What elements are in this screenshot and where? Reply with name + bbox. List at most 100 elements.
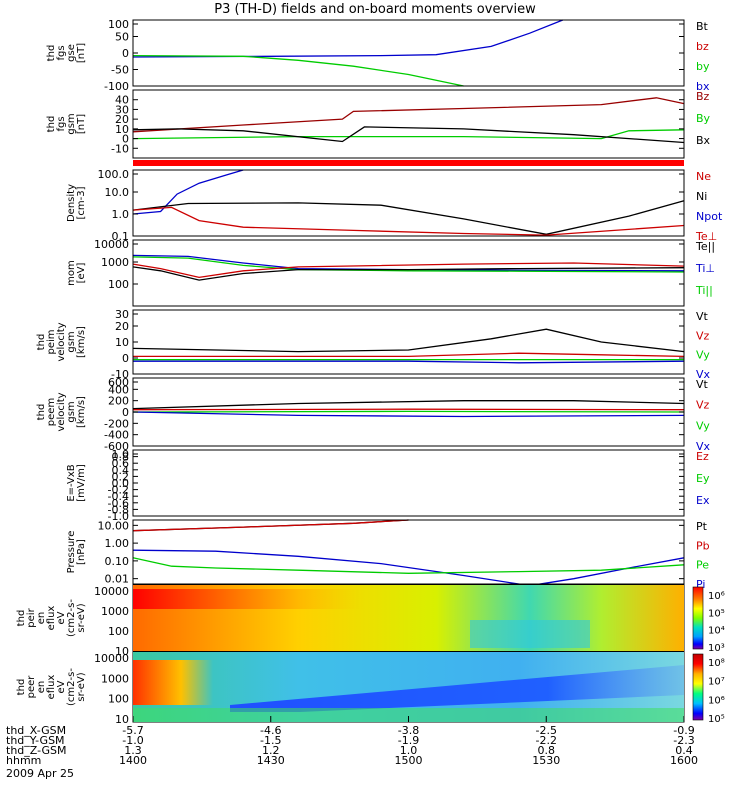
x-row-label: thd_Y-GSM <box>6 734 65 747</box>
y-axis-label-line: eV <box>56 611 67 624</box>
y-axis-label-line: eflux <box>46 675 57 700</box>
colorbar-tick-label: 10⁸ <box>708 658 725 669</box>
x-row-value: 1600 <box>670 754 698 767</box>
legend-bz: bz <box>696 40 709 53</box>
colorbar-tick-label: 10⁵ <box>708 608 725 619</box>
y-axis-label-line: Pressure <box>66 531 77 574</box>
y-tick-label: -100 <box>104 80 129 93</box>
colorbar-ions <box>692 586 704 650</box>
y-axis-label-line: E=-VxB <box>66 464 77 501</box>
y-tick-label: 0.8 <box>112 451 130 464</box>
y-tick-label: 0 <box>122 352 129 365</box>
y-tick-label: 0.2 <box>112 470 130 483</box>
legend-Ti||: Ti|| <box>695 284 713 297</box>
y-axis-label-line: [km/s] <box>76 326 87 358</box>
series-line-Vt <box>132 328 685 353</box>
series-line-Ni <box>132 200 685 235</box>
panel-4: 10000 1000 100 mom [eV] Te|| Ti⊥ Ti|| <box>66 238 715 307</box>
x-row-value: -1.0 <box>122 734 143 747</box>
panel-plot-area <box>133 310 684 374</box>
y-tick-label: 0 <box>122 406 129 419</box>
y-axis-label-line: gsm <box>66 401 77 422</box>
legend-Vt: Vt <box>696 310 709 323</box>
y-tick-label: 10 <box>115 123 129 136</box>
y-axis-label-line: velocity <box>56 392 67 431</box>
y-tick-label: 10000 <box>94 652 129 665</box>
x-row-value: -2.2 <box>536 734 557 747</box>
y-axis-label-line: gsm <box>66 331 77 352</box>
y-tick-label: 30 <box>115 103 129 116</box>
y-tick-label: 400 <box>108 383 129 396</box>
series-line-Npot <box>132 169 244 215</box>
y-tick-label: -10 <box>111 142 129 155</box>
y-tick-label: -200 <box>104 417 129 430</box>
y-tick-label: 20 <box>115 320 129 333</box>
y-axis-label-line: gse <box>66 44 77 62</box>
y-tick-label: 0.10 <box>105 555 130 568</box>
x-row-label: thd_Z-GSM <box>6 744 66 757</box>
y-tick-label: -0.8 <box>108 503 129 516</box>
ion-spectrogram-hot-region <box>133 589 363 609</box>
y-tick-label: 600 <box>108 376 129 389</box>
y-tick-label: 100 <box>108 18 129 31</box>
y-tick-label: 1.0 <box>112 448 130 461</box>
panel-plot-area <box>133 90 684 158</box>
y-axis-label-line: velocity <box>56 322 67 361</box>
series-line-Te|| <box>132 266 685 281</box>
y-tick-label: 100.0 <box>98 168 130 181</box>
panel-plot-area <box>133 520 684 584</box>
x-row-value: 1.2 <box>262 744 280 757</box>
panel-plot-area <box>133 240 684 306</box>
legend-Vx: Vx <box>696 368 711 381</box>
y-tick-label: 10000 <box>94 238 129 251</box>
y-axis-label-line: [nPa] <box>76 539 87 565</box>
legend-Pb: Pb <box>696 539 710 552</box>
x-row-value: -0.9 <box>673 724 694 737</box>
series-line-Te⊥ <box>132 262 685 279</box>
y-axis-label-line: fgs <box>56 45 67 60</box>
y-axis-label-line: peir <box>26 607 37 627</box>
y-axis-label-line: thd <box>46 116 57 133</box>
y-tick-label: 10 <box>115 645 129 658</box>
panel-plot-area <box>133 20 684 86</box>
y-axis-label-line: [mV/m] <box>76 464 87 502</box>
series-line-Bx <box>132 126 685 144</box>
y-tick-label: 0.0 <box>112 477 130 490</box>
x-row-value: 0.8 <box>538 744 556 757</box>
x-row-value: 1500 <box>395 754 423 767</box>
y-axis-label-line: mom <box>66 260 77 286</box>
series-line-Vx <box>132 411 685 418</box>
x-row-value: -2.5 <box>536 724 557 737</box>
colorbar-tick-label: 10⁴ <box>708 626 725 637</box>
panel-frame <box>132 169 685 237</box>
y-tick-label: 0.6 <box>112 457 130 470</box>
x-row-value: -3.8 <box>398 724 419 737</box>
y-tick-label: -1.0 <box>108 510 129 523</box>
panel-frame <box>132 89 685 159</box>
y-axis-label-line: thd <box>16 610 27 627</box>
y-tick-label: 0.4 <box>112 464 130 477</box>
data-gap-bar <box>133 160 684 166</box>
legend-Vy: Vy <box>696 349 710 362</box>
legend-Te||: Te|| <box>695 240 715 253</box>
legend-Ni: Ni <box>696 190 707 203</box>
panel-plot-area <box>133 450 684 516</box>
series-line-By <box>132 129 685 140</box>
y-axis-label-line: fgs <box>56 116 67 131</box>
y-tick-label: -0.2 <box>108 484 129 497</box>
legend-Pt: Pt <box>696 520 708 533</box>
panel-8: 10.00 1.00 0.10 0.01 Pressure [nPa] Pt Pb Pe Pi <box>66 519 710 591</box>
y-axis-label-line: gsm <box>66 113 77 134</box>
series-line-Vt <box>132 400 685 410</box>
x-row-value: -2.3 <box>673 734 694 747</box>
legend-Vz: Vz <box>696 329 710 342</box>
colorbar-tick-label: 10³ <box>708 643 725 654</box>
legend-Ez: Ez <box>696 450 709 463</box>
legend-by: by <box>696 60 710 73</box>
legend-Vt: Vt <box>696 378 709 391</box>
y-axis-label-line: eV <box>56 680 67 693</box>
y-axis-label-line: peim <box>46 329 57 354</box>
y-tick-label: 1000 <box>101 605 129 618</box>
